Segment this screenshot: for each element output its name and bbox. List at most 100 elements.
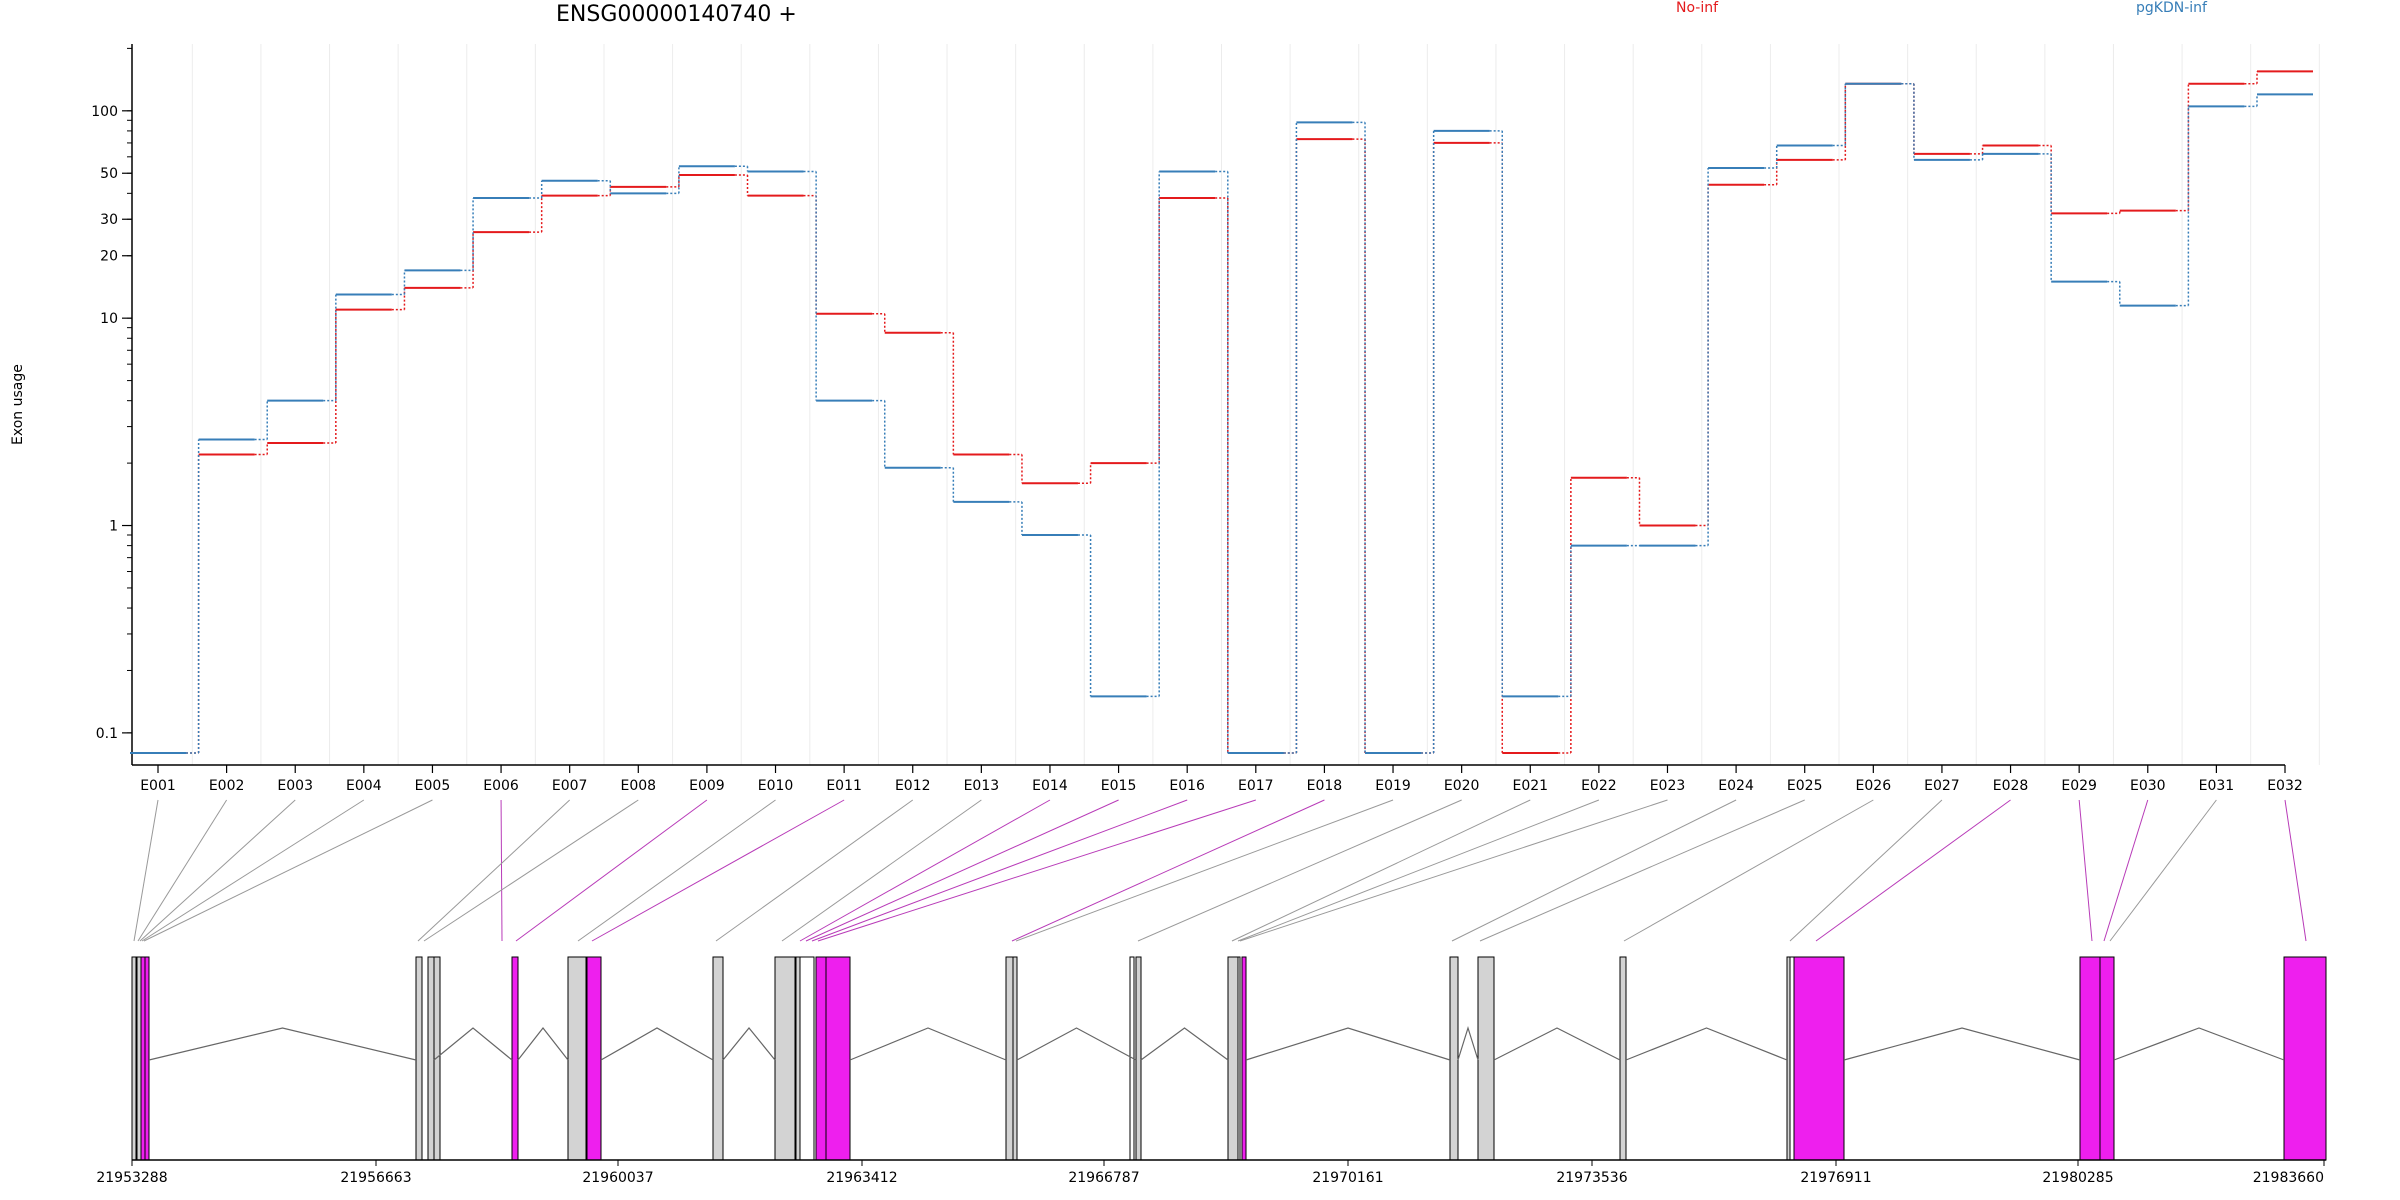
exon-box	[815, 956, 827, 1161]
x-tick-label: E014	[1032, 778, 1068, 794]
series-pgkdn-inf	[130, 82, 2313, 754]
coordinate-label: 21960037	[582, 1170, 653, 1186]
exon-box	[2283, 956, 2327, 1161]
x-tick-label: E022	[1581, 778, 1617, 794]
coordinate-label: 21973536	[1556, 1170, 1627, 1186]
exon-box	[2099, 956, 2115, 1161]
intron-line	[1493, 1027, 1621, 1061]
coordinate-label: 21956663	[340, 1170, 411, 1186]
exon-box	[825, 956, 851, 1161]
x-tick-label: E013	[964, 778, 1000, 794]
exon-connector	[1011, 799, 1325, 942]
intron-line	[849, 1027, 1007, 1061]
x-tick-label: E012	[895, 778, 931, 794]
x-tick-label: E019	[1375, 778, 1411, 794]
exon-box	[136, 956, 142, 1161]
exon-connector	[799, 799, 1051, 942]
coordinate-label: 21966787	[1068, 1170, 1139, 1186]
exon-connector	[1815, 799, 2011, 942]
exon-box	[1449, 956, 1459, 1161]
y-tick-label: 20	[100, 249, 118, 265]
exon-connector	[133, 799, 159, 942]
x-tick-label: E028	[1993, 778, 2029, 794]
exon-connector	[1239, 799, 1668, 942]
exon-connector	[1237, 799, 1600, 942]
x-tick-label: E030	[2130, 778, 2166, 794]
y-tick-label: 1	[109, 519, 118, 535]
x-tick-label: E023	[1650, 778, 1686, 794]
intron-line	[517, 1027, 569, 1061]
exon-box	[567, 956, 587, 1161]
exon-box	[1012, 956, 1018, 1161]
exon-connector	[1137, 799, 1462, 942]
exon-connector	[817, 799, 1256, 942]
exon-box	[2079, 956, 2101, 1161]
exon-box	[131, 956, 137, 1161]
x-tick-label: E001	[140, 778, 176, 794]
x-tick-label: E018	[1307, 778, 1343, 794]
exon-connector	[1789, 799, 1943, 942]
y-tick-label: 10	[100, 311, 118, 327]
exon-connector	[141, 799, 365, 942]
exon-connectors	[133, 799, 2307, 942]
x-tick-label: E025	[1787, 778, 1823, 794]
exon-box	[1477, 956, 1495, 1161]
intron-line	[1625, 1027, 1788, 1061]
exon-box	[427, 956, 435, 1161]
coordinate-label: 21970161	[1312, 1170, 1383, 1186]
legend-no-inf: No-inf	[1676, 0, 1719, 16]
x-tick-label: E020	[1444, 778, 1480, 794]
exon-connector	[1015, 799, 1394, 942]
exon-box	[586, 956, 602, 1161]
exon-box	[1241, 956, 1247, 1161]
y-ticks: 0.1 1 10 20 30 50 100	[91, 47, 132, 742]
grid-lines	[191, 44, 2320, 765]
exon-connector	[1479, 799, 1805, 942]
exon-box	[774, 956, 796, 1161]
intron-line	[433, 1027, 513, 1061]
y-tick-label: 100	[91, 104, 118, 120]
y-tick-label: 30	[100, 212, 118, 228]
exon-connector	[2103, 799, 2149, 942]
exon-box	[1135, 956, 1142, 1161]
exon-box	[415, 956, 423, 1161]
exon-connector	[143, 799, 433, 942]
exon-connector	[500, 799, 503, 942]
x-tick-label: E017	[1238, 778, 1274, 794]
exon-box	[1793, 956, 1845, 1161]
exon-box-open	[1789, 956, 1795, 1161]
y-axis-label: Exon usage	[10, 364, 26, 445]
exon-connector	[577, 799, 776, 942]
intron-line	[1245, 1027, 1451, 1061]
x-tick-label: E008	[621, 778, 657, 794]
x-tick-label: E005	[415, 778, 451, 794]
coordinate-label: 21976911	[1800, 1170, 1871, 1186]
exon-box	[511, 956, 519, 1161]
x-tick-label: E002	[209, 778, 245, 794]
exon-box-open	[1237, 956, 1241, 1161]
intron-line	[722, 1027, 776, 1061]
exon-connector	[423, 799, 639, 942]
intron-line	[148, 1027, 417, 1061]
intron-line	[1457, 1025, 1479, 1061]
exon-connector	[515, 799, 708, 942]
gene-model	[131, 956, 2327, 1161]
exon-connector	[2109, 799, 2217, 942]
exon-connector	[1231, 799, 1531, 942]
x-tick-label: E026	[1856, 778, 1892, 794]
exon-box	[712, 956, 724, 1161]
coordinate-label: 21980285	[2042, 1170, 2113, 1186]
x-tick-label: E021	[1512, 778, 1548, 794]
x-tick-label: E009	[689, 778, 725, 794]
exon-connector	[715, 799, 914, 942]
exon-connector	[137, 799, 228, 942]
intron-line	[2113, 1027, 2285, 1061]
x-tick-label: E006	[483, 778, 519, 794]
exon-connector	[2284, 799, 2307, 942]
y-tick-label: 0.1	[96, 726, 118, 742]
x-tick-label: E027	[1924, 778, 1960, 794]
exon-connector	[781, 799, 982, 942]
intron-line	[1843, 1027, 2081, 1061]
series-lines	[130, 70, 2313, 754]
coordinate-label: 21983660	[2253, 1170, 2324, 1186]
